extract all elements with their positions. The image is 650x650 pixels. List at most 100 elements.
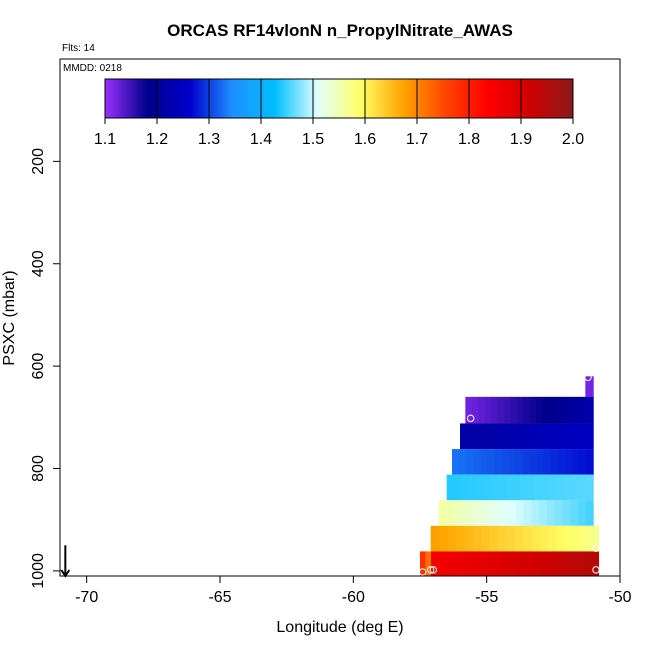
data-cell-band-1 (535, 396, 543, 424)
data-cell-band-4 (556, 474, 565, 501)
date-label: MMDD: 0218 (63, 63, 122, 74)
data-cell-band-7 (514, 551, 524, 576)
data-cell-band-4 (468, 474, 477, 501)
x-axis-label: Longitude (deg E) (276, 619, 403, 636)
sample-marker (592, 544, 600, 553)
x-tick-label: -65 (208, 589, 231, 606)
data-cell-band-7 (497, 551, 507, 576)
data-cell-band-6 (565, 525, 574, 552)
data-cell-band-5 (554, 500, 563, 526)
data-cell-band-2 (546, 423, 554, 450)
x-tick-label: -70 (75, 589, 98, 606)
data-cell-band-1 (516, 396, 524, 424)
data-cell-band-1 (567, 396, 575, 424)
data-cell-band-3 (452, 449, 460, 475)
y-tick-label: 800 (30, 455, 47, 482)
data-cell-band-6 (481, 525, 490, 552)
data-cell-band-4 (534, 474, 543, 501)
data-cell-band-1 (548, 396, 556, 424)
data-cell-band-3 (494, 449, 502, 475)
data-cell-band-1 (510, 396, 517, 424)
y-tick-label: 400 (30, 250, 47, 277)
data-cell-band-6 (464, 525, 474, 552)
data-cell-band-2 (573, 423, 581, 450)
data-cell-band-4 (586, 474, 594, 501)
sample-marker (592, 566, 600, 574)
data-cell-band-6 (489, 525, 499, 552)
y-tick-label: 200 (30, 148, 47, 175)
data-cell-band-0 (587, 376, 589, 397)
data-cell-band-2 (553, 423, 561, 450)
colorbar-tick-label: 1.7 (406, 131, 428, 148)
data-cell-band-0 (585, 376, 587, 397)
data-cell-band-7 (472, 551, 482, 576)
data-cell-band-3 (586, 449, 594, 475)
data-cell-band-6 (590, 525, 600, 552)
data-cell-band-4 (564, 474, 572, 501)
data-cell-band-2 (533, 423, 541, 450)
data-cell-band-1 (580, 396, 588, 424)
data-cell-band-3 (459, 449, 467, 475)
colorbar-tick-label: 1.5 (302, 131, 324, 148)
data-cell-band-7 (573, 551, 583, 576)
data-cell-band-2 (506, 423, 514, 450)
data-cell-band-7 (464, 551, 474, 576)
data-cell-band-1 (522, 396, 530, 424)
data-cell-band-2 (493, 423, 501, 450)
data-cell-band-4 (483, 474, 492, 501)
data-cell-band-5 (461, 500, 470, 526)
data-cell-band-1 (574, 396, 581, 424)
data-cell-band-5 (477, 500, 486, 526)
data-cell-band-3 (579, 449, 587, 475)
data-cell-band-2 (526, 423, 534, 450)
data-cell-band-7 (548, 551, 558, 576)
plot-area (60, 373, 600, 578)
data-cell-band-4 (446, 474, 455, 501)
data-cell-band-2 (586, 423, 594, 450)
data-cell-band-7 (481, 551, 490, 576)
data-cell-band-3 (536, 449, 545, 475)
data-cell-extra-1 (425, 551, 432, 576)
data-cell-band-2 (473, 423, 481, 450)
data-cell-band-5 (508, 500, 517, 526)
data-cell-band-5 (485, 500, 494, 526)
data-cell-band-4 (527, 474, 536, 501)
data-cell-band-2 (486, 423, 494, 450)
data-cell-band-6 (548, 525, 558, 552)
data-cell-band-4 (571, 474, 580, 501)
data-cell-band-7 (430, 551, 440, 576)
colorbar-tick-label: 1.6 (354, 131, 376, 148)
data-cell-band-2 (580, 423, 588, 450)
plot-frame (59, 58, 621, 577)
data-cell-band-3 (550, 449, 559, 475)
data-cell-band-7 (439, 551, 448, 576)
y-axis: 200 400 600 800 1000 (30, 148, 60, 589)
data-cell-band-1 (490, 396, 498, 424)
data-cell-band-2 (460, 423, 468, 450)
data-cell-band-1 (484, 396, 492, 424)
data-cell-band-5 (531, 500, 540, 526)
data-cell-band-0 (589, 376, 591, 397)
data-cell-band-6 (472, 525, 482, 552)
data-cell-band-6 (506, 525, 516, 552)
data-cell-band-2 (480, 423, 488, 450)
data-cell-band-4 (505, 474, 514, 501)
data-cell-band-3 (529, 449, 538, 475)
data-cell-band-1 (503, 396, 511, 424)
data-cell-band-3 (466, 449, 474, 475)
data-cell-band-7 (455, 551, 465, 576)
colorbar-gradient (104, 78, 574, 119)
data-cell-band-0 (585, 376, 587, 397)
data-cell-band-6 (573, 525, 583, 552)
data-cell-band-7 (565, 551, 574, 576)
data-cell-band-7 (531, 551, 541, 576)
data-cell-band-6 (455, 525, 465, 552)
data-cell-band-4 (520, 474, 528, 501)
data-cell-band-7 (447, 551, 457, 576)
data-cell-band-6 (539, 525, 549, 552)
data-cell-band-7 (523, 551, 532, 576)
data-cell-band-3 (565, 449, 573, 475)
data-cell-band-5 (585, 500, 594, 526)
data-cell-band-3 (558, 449, 566, 475)
